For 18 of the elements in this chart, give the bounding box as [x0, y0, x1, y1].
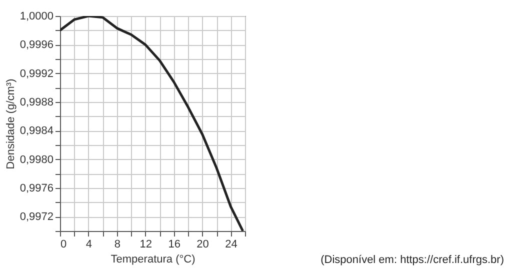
x-tick-label: 8	[114, 238, 120, 250]
x-tick-label: 16	[168, 238, 180, 250]
y-tick-label: 1,0000	[20, 10, 54, 22]
y-tick-label: 0,9992	[20, 68, 54, 80]
y-tick-label: 0,9988	[20, 96, 54, 108]
y-tick-label: 0,9980	[20, 154, 54, 166]
y-tick-label: 0,9996	[20, 39, 54, 52]
x-tick-label: 20	[196, 238, 209, 250]
y-tick-label: 0,9976	[20, 182, 54, 194]
x-axis-title: Temperatura (°C)	[110, 254, 196, 266]
y-tick-label: 0,9984	[20, 125, 54, 138]
y-tick-label: 0,9972	[20, 211, 54, 224]
text: (Disponível em: https://cref.if.ufrgs.br)	[320, 254, 504, 266]
x-tick-label: 12	[140, 238, 152, 250]
x-tick-label: 0	[60, 238, 67, 250]
x-tick-label: 4	[86, 238, 92, 250]
x-tick-label: 24	[225, 238, 238, 250]
y-axis-title: Densidade (g/cm³)	[4, 78, 17, 170]
